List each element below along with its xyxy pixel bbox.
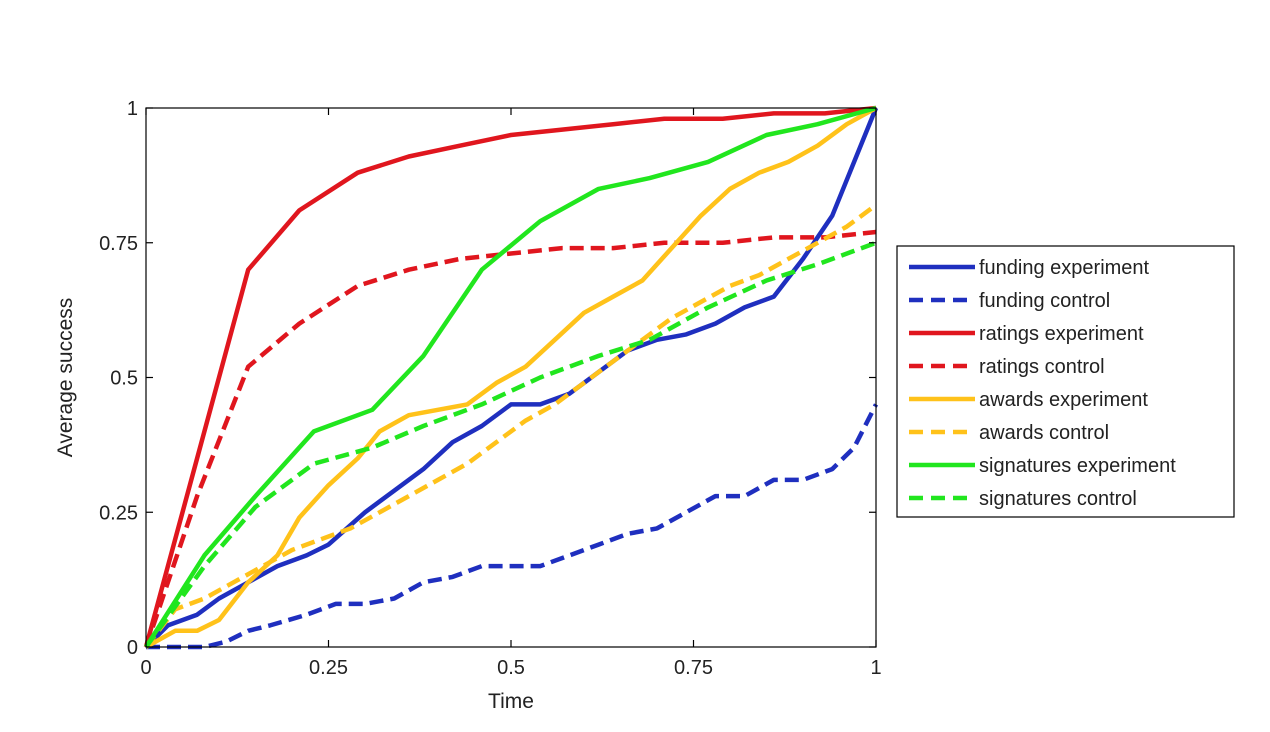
legend-label: awards experiment	[979, 389, 1148, 411]
plot-lines	[143, 105, 879, 650]
legend-label: signatures control	[979, 488, 1137, 510]
legend-label: funding control	[979, 290, 1110, 312]
x-tick-label: 0.5	[497, 657, 525, 679]
legend: funding experiment funding control ratings…	[896, 245, 1235, 518]
legend-label: ratings control	[979, 356, 1105, 378]
x-tick-label: 0.25	[309, 657, 348, 679]
series-line-awards-control	[144, 203, 878, 649]
legend-entry-awards-experiment: awards experiment	[909, 389, 1148, 411]
series-line-signatures-experiment	[144, 105, 877, 649]
y-tick-label: 0.75	[99, 233, 138, 255]
y-tick-label: 0.5	[110, 368, 138, 390]
legend-label: awards control	[979, 422, 1109, 444]
legend-entry-signatures-experiment: signatures experiment	[909, 455, 1176, 477]
legend-entry-awards-control: awards control	[909, 422, 1109, 444]
series-line-ratings-control	[143, 229, 877, 648]
series-line-ratings-experiment	[143, 105, 877, 648]
y-tick-label: 1	[127, 98, 138, 120]
legend-entry-signatures-control: signatures control	[909, 488, 1137, 510]
series-line-awards-experiment	[144, 106, 878, 649]
legend-entry-ratings-experiment: ratings experiment	[909, 323, 1144, 345]
legend-entry-ratings-control: ratings control	[909, 356, 1105, 378]
series-line-funding-control	[146, 403, 879, 650]
series-line-signatures-control	[144, 240, 877, 649]
legend-label: signatures experiment	[979, 455, 1176, 477]
y-tick-labels: 0 0.25 0.5 0.75 1	[99, 98, 138, 659]
y-tick-label: 0.25	[99, 502, 138, 524]
legend-entry-funding-experiment: funding experiment	[909, 257, 1150, 279]
y-axis-label: Average success	[54, 298, 77, 458]
axis-ticks	[145, 107, 877, 648]
y-tick-label: 0	[127, 637, 138, 659]
legend-label: funding experiment	[979, 257, 1150, 279]
legend-label: ratings experiment	[979, 323, 1144, 345]
legend-entries: funding experiment funding control ratings…	[909, 257, 1176, 510]
x-tick-label: 1	[870, 657, 881, 679]
legend-entry-funding-control: funding control	[909, 290, 1110, 312]
legend-box	[896, 245, 1235, 518]
x-tick-label: 0.75	[674, 657, 713, 679]
x-tick-labels: 0 0.25 0.5 0.75 1	[140, 657, 881, 679]
x-tick-label: 0	[140, 657, 151, 679]
x-axis-label: Time	[488, 690, 534, 713]
